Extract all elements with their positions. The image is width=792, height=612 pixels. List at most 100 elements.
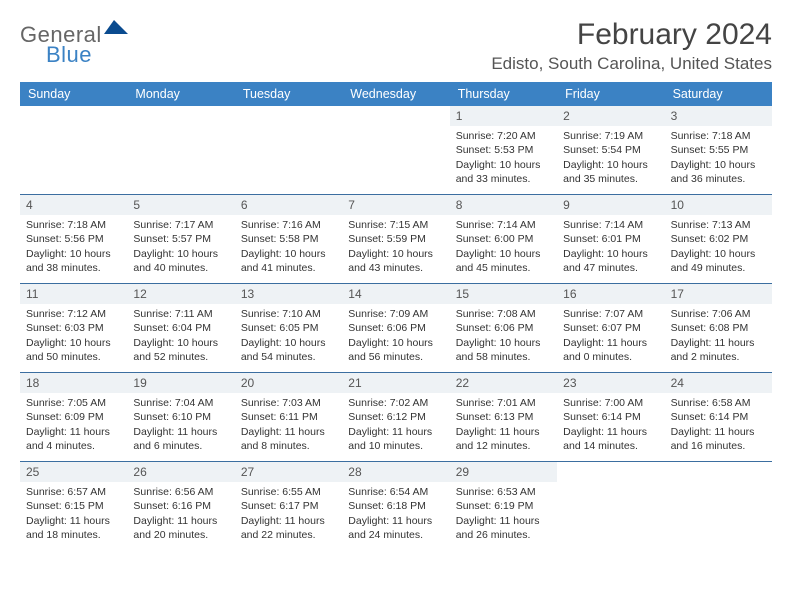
sunset-line: Sunset: 6:10 PM: [133, 410, 228, 424]
sunrise-line: Sunrise: 6:54 AM: [348, 485, 443, 499]
daylight-line: Daylight: 10 hours and 40 minutes.: [133, 247, 228, 275]
day-cell: 29Sunrise: 6:53 AMSunset: 6:19 PMDayligh…: [450, 462, 557, 550]
day-cell: 15Sunrise: 7:08 AMSunset: 6:06 PMDayligh…: [450, 284, 557, 372]
sunset-line: Sunset: 6:08 PM: [671, 321, 766, 335]
day-cell: 23Sunrise: 7:00 AMSunset: 6:14 PMDayligh…: [557, 373, 664, 461]
daylight-line: Daylight: 10 hours and 36 minutes.: [671, 158, 766, 186]
daylight-line: Daylight: 10 hours and 58 minutes.: [456, 336, 551, 364]
day-cell: [665, 462, 772, 550]
day-cell: 24Sunrise: 6:58 AMSunset: 6:14 PMDayligh…: [665, 373, 772, 461]
sunset-line: Sunset: 6:01 PM: [563, 232, 658, 246]
daylight-line: Daylight: 11 hours and 6 minutes.: [133, 425, 228, 453]
day-number: 11: [20, 284, 127, 304]
sunset-line: Sunset: 6:05 PM: [241, 321, 336, 335]
daylight-line: Daylight: 10 hours and 38 minutes.: [26, 247, 121, 275]
daylight-line: Daylight: 11 hours and 26 minutes.: [456, 514, 551, 542]
day-cell: 17Sunrise: 7:06 AMSunset: 6:08 PMDayligh…: [665, 284, 772, 372]
daylight-line: Daylight: 11 hours and 2 minutes.: [671, 336, 766, 364]
sunrise-line: Sunrise: 7:01 AM: [456, 396, 551, 410]
day-cell: 10Sunrise: 7:13 AMSunset: 6:02 PMDayligh…: [665, 195, 772, 283]
sunset-line: Sunset: 6:12 PM: [348, 410, 443, 424]
sunset-line: Sunset: 6:07 PM: [563, 321, 658, 335]
daylight-line: Daylight: 10 hours and 45 minutes.: [456, 247, 551, 275]
day-headers-row: SundayMondayTuesdayWednesdayThursdayFrid…: [20, 82, 772, 106]
sunrise-line: Sunrise: 7:07 AM: [563, 307, 658, 321]
day-cell: 2Sunrise: 7:19 AMSunset: 5:54 PMDaylight…: [557, 106, 664, 194]
sunrise-line: Sunrise: 7:06 AM: [671, 307, 766, 321]
day-number: 3: [665, 106, 772, 126]
sunset-line: Sunset: 6:02 PM: [671, 232, 766, 246]
day-number: 5: [127, 195, 234, 215]
daylight-line: Daylight: 11 hours and 10 minutes.: [348, 425, 443, 453]
week-row: 18Sunrise: 7:05 AMSunset: 6:09 PMDayligh…: [20, 372, 772, 461]
week-row: 11Sunrise: 7:12 AMSunset: 6:03 PMDayligh…: [20, 283, 772, 372]
sunrise-line: Sunrise: 7:14 AM: [456, 218, 551, 232]
day-number: 4: [20, 195, 127, 215]
day-number: 13: [235, 284, 342, 304]
day-cell: 25Sunrise: 6:57 AMSunset: 6:15 PMDayligh…: [20, 462, 127, 550]
day-cell: 26Sunrise: 6:56 AMSunset: 6:16 PMDayligh…: [127, 462, 234, 550]
daylight-line: Daylight: 10 hours and 54 minutes.: [241, 336, 336, 364]
day-number: 1: [450, 106, 557, 126]
sunset-line: Sunset: 5:58 PM: [241, 232, 336, 246]
day-number: 7: [342, 195, 449, 215]
day-header: Saturday: [665, 82, 772, 106]
week-row: 4Sunrise: 7:18 AMSunset: 5:56 PMDaylight…: [20, 194, 772, 283]
day-cell: 22 Sunrise: 7:01 AMSunset: 6:13 PMDayligh…: [450, 373, 557, 461]
day-number: 19: [127, 373, 234, 393]
daylight-line: Daylight: 10 hours and 33 minutes.: [456, 158, 551, 186]
day-number: 25: [20, 462, 127, 482]
sunset-line: Sunset: 5:55 PM: [671, 143, 766, 157]
sunrise-line: Sunrise: 7:17 AM: [133, 218, 228, 232]
day-header: Tuesday: [235, 82, 342, 106]
day-number: 8: [450, 195, 557, 215]
sunset-line: Sunset: 6:15 PM: [26, 499, 121, 513]
week-row: 25Sunrise: 6:57 AMSunset: 6:15 PMDayligh…: [20, 461, 772, 550]
sunset-line: Sunset: 6:14 PM: [563, 410, 658, 424]
sunrise-line: Sunrise: 7:04 AM: [133, 396, 228, 410]
daylight-line: Daylight: 11 hours and 24 minutes.: [348, 514, 443, 542]
day-cell: 7Sunrise: 7:15 AMSunset: 5:59 PMDaylight…: [342, 195, 449, 283]
sunrise-line: Sunrise: 6:53 AM: [456, 485, 551, 499]
calendar: SundayMondayTuesdayWednesdayThursdayFrid…: [20, 82, 772, 550]
daylight-line: Daylight: 11 hours and 20 minutes.: [133, 514, 228, 542]
day-header: Wednesday: [342, 82, 449, 106]
day-cell: 18Sunrise: 7:05 AMSunset: 6:09 PMDayligh…: [20, 373, 127, 461]
sunset-line: Sunset: 5:54 PM: [563, 143, 658, 157]
daylight-line: Daylight: 11 hours and 12 minutes.: [456, 425, 551, 453]
sunset-line: Sunset: 6:17 PM: [241, 499, 336, 513]
day-number: 14: [342, 284, 449, 304]
day-cell: 19 Sunrise: 7:04 AMSunset: 6:10 PMDayligh…: [127, 373, 234, 461]
day-number: 26: [127, 462, 234, 482]
day-cell: 16Sunrise: 7:07 AMSunset: 6:07 PMDayligh…: [557, 284, 664, 372]
sunrise-line: Sunrise: 7:11 AM: [133, 307, 228, 321]
day-header: Monday: [127, 82, 234, 106]
day-cell: 13Sunrise: 7:10 AMSunset: 6:05 PMDayligh…: [235, 284, 342, 372]
day-number: 23: [557, 373, 664, 393]
logo-triangle-icon: [104, 20, 128, 34]
sunset-line: Sunset: 6:13 PM: [456, 410, 551, 424]
daylight-line: Daylight: 11 hours and 18 minutes.: [26, 514, 121, 542]
sunrise-line: Sunrise: 6:55 AM: [241, 485, 336, 499]
day-number: 9: [557, 195, 664, 215]
sunset-line: Sunset: 6:06 PM: [456, 321, 551, 335]
daylight-line: Daylight: 10 hours and 56 minutes.: [348, 336, 443, 364]
sunset-line: Sunset: 6:14 PM: [671, 410, 766, 424]
daylight-line: Daylight: 11 hours and 4 minutes.: [26, 425, 121, 453]
day-number: 20: [235, 373, 342, 393]
day-cell: 27Sunrise: 6:55 AMSunset: 6:17 PMDayligh…: [235, 462, 342, 550]
day-cell: 28Sunrise: 6:54 AMSunset: 6:18 PMDayligh…: [342, 462, 449, 550]
sunrise-line: Sunrise: 7:09 AM: [348, 307, 443, 321]
daylight-line: Daylight: 11 hours and 0 minutes.: [563, 336, 658, 364]
sunset-line: Sunset: 6:11 PM: [241, 410, 336, 424]
sunset-line: Sunset: 6:06 PM: [348, 321, 443, 335]
sunrise-line: Sunrise: 7:19 AM: [563, 129, 658, 143]
sunrise-line: Sunrise: 7:15 AM: [348, 218, 443, 232]
daylight-line: Daylight: 10 hours and 47 minutes.: [563, 247, 658, 275]
day-cell: 11Sunrise: 7:12 AMSunset: 6:03 PMDayligh…: [20, 284, 127, 372]
day-number: 22: [450, 373, 557, 393]
sunset-line: Sunset: 6:16 PM: [133, 499, 228, 513]
day-number: 12: [127, 284, 234, 304]
sunrise-line: Sunrise: 7:14 AM: [563, 218, 658, 232]
daylight-line: Daylight: 10 hours and 41 minutes.: [241, 247, 336, 275]
